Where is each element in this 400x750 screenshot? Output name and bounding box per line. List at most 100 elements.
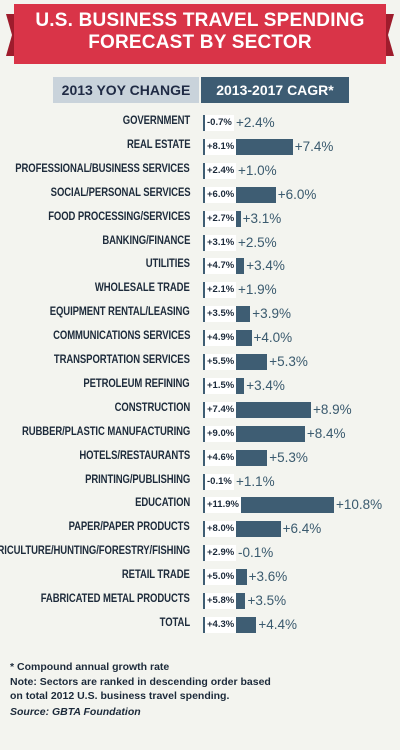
footnote-note-1: Note: Sectors are ranked in descending o… bbox=[10, 676, 271, 688]
category-label: SOCIAL/PERSONAL SERVICES bbox=[50, 185, 190, 199]
cagr-value-label: +5.3% bbox=[269, 354, 308, 369]
header-yoy: 2013 YOY CHANGE bbox=[53, 77, 199, 103]
yoy-value-label: +11.9% bbox=[205, 497, 241, 514]
yoy-value-label: +4.9% bbox=[205, 330, 237, 347]
chart-row: PAPER/PAPER PRODUCTS +8.0% +6.4% bbox=[0, 518, 400, 540]
chart-row: TOTAL +4.3% +4.4% bbox=[0, 614, 400, 636]
chart-row: HOTELS/RESTAURANTS +4.6% +5.3% bbox=[0, 447, 400, 469]
chart-row: SOCIAL/PERSONAL SERVICES +6.0% +6.0% bbox=[0, 184, 400, 206]
category-label: EDUCATION bbox=[134, 496, 190, 510]
yoy-value-label: +1.5% bbox=[205, 377, 237, 394]
category-label: TRANSPORTATION SERVICES bbox=[54, 353, 190, 366]
chart-row: UTILITIES +4.7% +3.4% bbox=[0, 255, 400, 277]
yoy-value-label: +5.5% bbox=[205, 354, 237, 370]
yoy-value-label: +4.7% bbox=[205, 258, 237, 275]
chart-row: FABRICATED METAL PRODUCTS +5.8% +3.5% bbox=[0, 590, 400, 612]
cagr-value-label: +3.4% bbox=[246, 377, 285, 393]
cagr-value-label: +6.0% bbox=[277, 186, 317, 202]
chart-row: TRANSPORTATION SERVICES +5.5% +5.3% bbox=[0, 351, 400, 373]
title-line-1: U.S. BUSINESS TRAVEL SPENDING bbox=[35, 10, 365, 31]
yoy-value-label: +8.0% bbox=[205, 521, 237, 538]
category-label: RUBBER/PLASTIC MANUFACTURING bbox=[21, 424, 190, 438]
source-credit: Source: GBTA Foundation bbox=[10, 706, 141, 718]
category-label: PETROLEUM REFINING bbox=[83, 376, 190, 390]
yoy-value-label: +6.0% bbox=[205, 186, 237, 203]
ribbon-body bbox=[14, 4, 386, 64]
chart-row: AGRICULTURE/HUNTING/FORESTRY/FISHING +2.9… bbox=[0, 542, 400, 564]
cagr-value-label: +3.1% bbox=[242, 210, 282, 226]
category-label: REAL ESTATE bbox=[126, 137, 190, 151]
cagr-value-label: +3.5% bbox=[247, 593, 287, 608]
cagr-value-label: +8.4% bbox=[306, 425, 346, 441]
yoy-value-label: -0.7% bbox=[205, 115, 234, 131]
cagr-value-label: +4.0% bbox=[253, 330, 293, 346]
category-label: RETAIL TRADE bbox=[122, 568, 190, 582]
yoy-value-label: +9.0% bbox=[205, 425, 237, 442]
title-line-2: FORECAST BY SECTOR bbox=[88, 32, 312, 53]
chart-row: WHOLESALE TRADE +2.1% +1.9% bbox=[0, 279, 400, 301]
chart-row: FOOD PROCESSING/SERVICES +2.7% +3.1% bbox=[0, 208, 400, 230]
chart-row: BANKING/FINANCE +3.1% +2.5% bbox=[0, 232, 400, 254]
cagr-value-label: +3.9% bbox=[252, 306, 291, 322]
chart-row: GOVERNMENT -0.7% +2.4% bbox=[0, 112, 400, 134]
footnote-note-2: on total 2012 U.S. business travel spend… bbox=[10, 690, 230, 702]
yoy-value-label: +2.1% bbox=[205, 282, 237, 299]
banner-ribbon bbox=[6, 4, 394, 64]
cagr-value-label: +1.9% bbox=[238, 282, 277, 298]
yoy-value-label: +5.0% bbox=[205, 569, 237, 586]
cagr-value-label: +1.0% bbox=[238, 162, 277, 178]
cagr-value-label: +10.8% bbox=[336, 497, 383, 513]
yoy-value-label: +4.6% bbox=[205, 449, 237, 466]
footnote-cagr: * Compound annual growth rate bbox=[10, 661, 170, 673]
cagr-value-label: +8.9% bbox=[312, 401, 352, 417]
header-cagr: 2013-2017 CAGR* bbox=[201, 77, 349, 103]
category-label: PROFESSIONAL/BUSINESS SERVICES bbox=[15, 161, 190, 175]
chart-row: REAL ESTATE +8.1% +7.4% bbox=[0, 136, 400, 158]
category-label: FABRICATED METAL PRODUCTS bbox=[40, 592, 190, 605]
yoy-value-label: +2.7% bbox=[205, 210, 237, 227]
chart-row: PETROLEUM REFINING +1.5% +3.4% bbox=[0, 375, 400, 397]
bar-chart: GOVERNMENT -0.7% +2.4% REAL ESTATE +8.1% +7.4… bbox=[0, 112, 400, 652]
yoy-value-label: +8.1% bbox=[205, 138, 237, 155]
chart-title: U.S. BUSINESS TRAVEL SPENDING FORECAST B… bbox=[0, 10, 400, 54]
cagr-value-label: +3.6% bbox=[248, 569, 288, 585]
cagr-value-label: +2.4% bbox=[236, 115, 275, 130]
category-label: HOTELS/RESTAURANTS bbox=[79, 448, 190, 462]
category-label: BANKING/FINANCE bbox=[101, 233, 190, 247]
cagr-value-label: +2.5% bbox=[238, 234, 277, 250]
cagr-value-label: +1.1% bbox=[236, 473, 275, 489]
title-banner: U.S. BUSINESS TRAVEL SPENDING FORECAST B… bbox=[0, 0, 400, 80]
yoy-value-label: +5.8% bbox=[205, 593, 237, 609]
yoy-value-label: +3.1% bbox=[205, 234, 237, 251]
chart-row: PRINTING/PUBLISHING -0.1% +1.1% bbox=[0, 471, 400, 493]
chart-row: EDUCATION +11.9% +10.8% bbox=[0, 494, 400, 516]
category-label: PRINTING/PUBLISHING bbox=[84, 472, 190, 486]
category-label: WHOLESALE TRADE bbox=[95, 281, 190, 295]
cagr-value-label: +5.3% bbox=[269, 449, 308, 465]
cagr-bar bbox=[203, 545, 205, 562]
category-label: UTILITIES bbox=[145, 257, 190, 271]
cagr-value-label: +3.4% bbox=[246, 258, 285, 274]
yoy-value-label: +2.9% bbox=[205, 545, 237, 562]
category-label: PAPER/PAPER PRODUCTS bbox=[68, 520, 190, 534]
yoy-value-label: -0.1% bbox=[205, 473, 234, 490]
yoy-value-label: +7.4% bbox=[205, 401, 237, 418]
yoy-value-label: +2.4% bbox=[205, 162, 237, 179]
category-label: TOTAL bbox=[159, 615, 190, 629]
category-label: GOVERNMENT bbox=[122, 114, 190, 127]
cagr-value-label: +7.4% bbox=[294, 138, 334, 154]
cagr-value-label: +6.4% bbox=[282, 521, 322, 537]
cagr-value-label: +4.4% bbox=[258, 616, 298, 632]
chart-row: RUBBER/PLASTIC MANUFACTURING +9.0% +8.4% bbox=[0, 423, 400, 445]
category-label: AGRICULTURE/HUNTING/FORESTRY/FISHING bbox=[0, 544, 190, 558]
category-label: EQUIPMENT RENTAL/LEASING bbox=[50, 305, 190, 319]
chart-row: PROFESSIONAL/BUSINESS SERVICES +2.4% +1.0% bbox=[0, 160, 400, 182]
category-label: FOOD PROCESSING/SERVICES bbox=[47, 209, 190, 223]
chart-row: EQUIPMENT RENTAL/LEASING +3.5% +3.9% bbox=[0, 303, 400, 325]
category-label: CONSTRUCTION bbox=[114, 400, 190, 414]
yoy-value-label: +4.3% bbox=[205, 616, 237, 633]
yoy-value-label: +3.5% bbox=[205, 306, 237, 323]
chart-row: CONSTRUCTION +7.4% +8.9% bbox=[0, 399, 400, 421]
chart-row: COMMUNICATIONS SERVICES +4.9% +4.0% bbox=[0, 327, 400, 349]
chart-row: RETAIL TRADE +5.0% +3.6% bbox=[0, 566, 400, 588]
